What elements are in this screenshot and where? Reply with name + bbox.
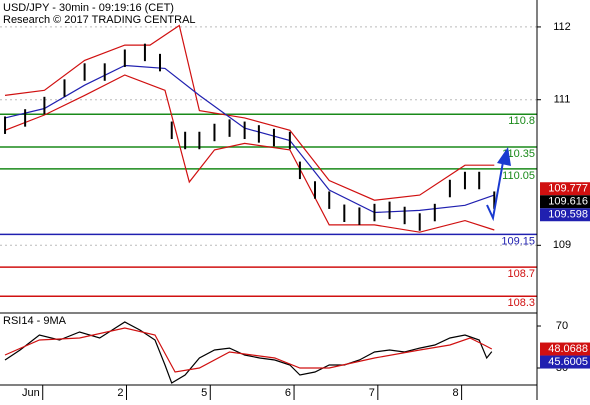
- price-box-label: 109.777: [548, 183, 588, 195]
- chart-title: USD/JPY - 30min - 09:19:16 (CET): [3, 2, 174, 14]
- price-box: [540, 342, 590, 356]
- price-box: [540, 208, 590, 222]
- level-label: 108.3: [507, 297, 535, 309]
- series-line: [4, 327, 493, 373]
- chart-subtitle: Research © 2017 TRADING CENTRAL: [3, 14, 196, 26]
- panel-title: RSI14 - 9MA: [3, 315, 67, 327]
- y-tick-label: 112: [553, 21, 571, 33]
- level-label: 110.8: [508, 115, 535, 127]
- level-label: 108.7: [507, 268, 535, 280]
- level-label: 109.15: [501, 235, 535, 247]
- x-tick-label: 8: [452, 387, 458, 399]
- x-tick-label: 5: [201, 387, 207, 399]
- x-tick-label: Jun: [22, 387, 40, 399]
- y-tick-label: 109: [553, 239, 571, 251]
- price-box-label: 109.616: [548, 196, 588, 208]
- series-line: [4, 321, 493, 384]
- y-tick-label: 111: [554, 94, 571, 106]
- price-box-label: 48.0688: [548, 343, 588, 355]
- arrow-head: [497, 147, 511, 166]
- price-box: [540, 355, 590, 369]
- forecast-arrow: [486, 161, 504, 222]
- price-box-label: 109.598: [548, 209, 588, 221]
- plot-layer: 112 111 109 110.8 110.35 110.05 109.15 108.7 108…: [0, 21, 590, 400]
- y-tick-label: 70: [556, 320, 568, 332]
- level-label: 110.05: [502, 170, 535, 182]
- level-label: 110.35: [502, 148, 535, 160]
- price-box: [540, 182, 590, 196]
- price-box: [540, 195, 590, 209]
- x-tick-label: 6: [285, 387, 291, 399]
- x-tick-label: 7: [369, 387, 375, 399]
- series-line: [4, 74, 495, 233]
- price-box-label: 45.6005: [548, 356, 588, 368]
- series-line: [4, 24, 495, 201]
- x-tick-label: 2: [117, 387, 123, 399]
